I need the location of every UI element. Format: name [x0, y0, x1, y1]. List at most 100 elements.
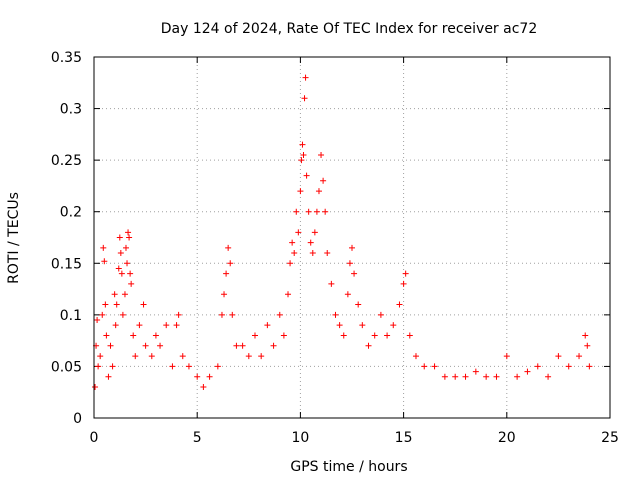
- x-axis-title: GPS time / hours: [290, 459, 407, 475]
- data-point: [126, 234, 133, 241]
- data-point: [309, 249, 316, 256]
- data-point: [163, 322, 170, 329]
- y-tick-label: 0.05: [51, 359, 82, 375]
- data-point: [113, 301, 120, 308]
- data-point: [421, 363, 428, 370]
- data-point: [318, 151, 325, 158]
- data-point: [169, 363, 176, 370]
- x-tick-label: 10: [291, 430, 309, 446]
- data-point: [221, 291, 228, 298]
- data-point: [245, 353, 252, 360]
- y-tick-label: 0.2: [60, 205, 82, 221]
- data-point: [227, 260, 234, 267]
- data-point: [298, 157, 305, 164]
- data-point: [179, 353, 186, 360]
- chart-title: Day 124 of 2024, Rate Of TEC Index for r…: [161, 21, 537, 37]
- data-point: [584, 342, 591, 349]
- data-point: [493, 373, 500, 380]
- data-point: [300, 151, 307, 158]
- data-point: [239, 342, 246, 349]
- data-point: [194, 373, 201, 380]
- data-point: [142, 342, 149, 349]
- data-point: [127, 270, 134, 277]
- data-point: [384, 332, 391, 339]
- data-point: [185, 363, 192, 370]
- data-point: [582, 332, 589, 339]
- data-point: [289, 239, 296, 246]
- y-tick-label: 0.1: [60, 308, 82, 324]
- data-point: [115, 265, 122, 272]
- data-point: [92, 384, 99, 391]
- y-tick-label: 0.3: [60, 102, 82, 118]
- data-point: [299, 141, 306, 148]
- plot-frame: [93, 56, 611, 419]
- data-point: [130, 332, 137, 339]
- y-tick-label: 0.35: [51, 50, 82, 66]
- data-point: [225, 244, 232, 251]
- data-point: [97, 353, 104, 360]
- data-point: [359, 322, 366, 329]
- data-point: [301, 95, 308, 102]
- y-tick-label: 0.25: [51, 153, 82, 169]
- data-point: [264, 322, 271, 329]
- data-point: [302, 74, 309, 81]
- data-point: [214, 363, 221, 370]
- data-point: [95, 363, 102, 370]
- data-point: [112, 322, 119, 329]
- data-point: [336, 322, 343, 329]
- data-point: [534, 363, 541, 370]
- data-point: [555, 353, 562, 360]
- data-point: [452, 373, 459, 380]
- data-points: [92, 74, 593, 391]
- data-point: [332, 311, 339, 318]
- data-point: [94, 317, 101, 324]
- data-point: [365, 342, 372, 349]
- x-tick-label: 5: [193, 430, 202, 446]
- data-point: [270, 342, 277, 349]
- data-point: [109, 363, 116, 370]
- data-point: [355, 301, 362, 308]
- y-tick-label: 0: [73, 411, 82, 427]
- data-point: [121, 291, 128, 298]
- data-point: [328, 280, 335, 287]
- data-point: [100, 244, 107, 251]
- data-point: [441, 373, 448, 380]
- data-point: [119, 311, 126, 318]
- data-point: [514, 373, 521, 380]
- data-point: [293, 208, 300, 215]
- data-point: [173, 322, 180, 329]
- data-point: [118, 270, 125, 277]
- data-point: [218, 311, 225, 318]
- data-point: [175, 311, 182, 318]
- grid-lines: [94, 57, 610, 418]
- data-point: [152, 332, 159, 339]
- data-point: [276, 311, 283, 318]
- data-point: [295, 229, 302, 236]
- data-point: [280, 332, 287, 339]
- data-point: [223, 270, 230, 277]
- data-point: [351, 270, 358, 277]
- data-point: [251, 332, 258, 339]
- data-point: [111, 291, 118, 298]
- data-point: [313, 208, 320, 215]
- data-point: [157, 342, 164, 349]
- data-point: [285, 291, 292, 298]
- y-axis-title: ROTI / TECUs: [6, 192, 22, 284]
- data-point: [371, 332, 378, 339]
- data-point: [524, 368, 531, 375]
- data-point: [340, 332, 347, 339]
- data-point: [233, 342, 240, 349]
- data-point: [377, 311, 384, 318]
- data-point: [132, 353, 139, 360]
- data-point: [287, 260, 294, 267]
- data-point: [545, 373, 552, 380]
- data-point: [483, 373, 490, 380]
- data-point: [101, 258, 108, 265]
- data-point: [402, 270, 409, 277]
- axis-ticks: 0 5 10 15 20 25 0 0.05 0.1 0.15 0.2 0.25 0.3 0.35: [51, 50, 619, 446]
- data-point: [116, 234, 123, 241]
- data-point: [503, 353, 510, 360]
- y-tick-label: 0.15: [51, 256, 82, 272]
- x-tick-label: 15: [395, 430, 413, 446]
